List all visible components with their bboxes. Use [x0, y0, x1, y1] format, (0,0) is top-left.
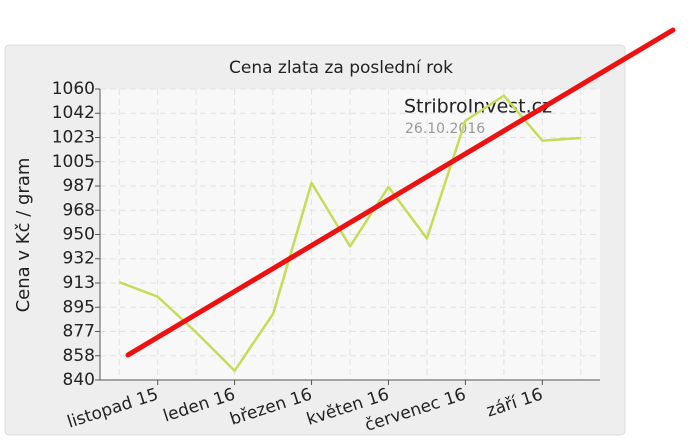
watermark: StribroInvest.cz [404, 96, 552, 118]
y-tick-label: 932 [63, 249, 95, 269]
watermark-date: 26.10.2016 [405, 121, 485, 137]
y-axis-label: Cena v Kč / gram [13, 158, 34, 313]
y-tick-label: 895 [63, 297, 95, 317]
y-tick-label: 1060 [52, 79, 95, 99]
y-tick-label: 913 [63, 273, 95, 293]
grid [100, 88, 600, 381]
y-tick-label: 987 [63, 176, 95, 196]
y-tick-label: 1005 [52, 152, 95, 172]
price-line [118, 94, 581, 372]
trend-line [125, 27, 676, 358]
y-tick-label: 1042 [52, 103, 95, 123]
y-tick-label: 858 [63, 346, 95, 366]
y-tick-label: 968 [63, 200, 95, 220]
y-tick-label: 877 [63, 321, 95, 341]
chart-title: Cena zlata za poslední rok [229, 58, 453, 78]
y-tick-label: 840 [63, 370, 95, 390]
y-tick-label: 950 [63, 225, 95, 245]
marks [118, 94, 581, 372]
y-tick-label: 1023 [52, 128, 95, 148]
